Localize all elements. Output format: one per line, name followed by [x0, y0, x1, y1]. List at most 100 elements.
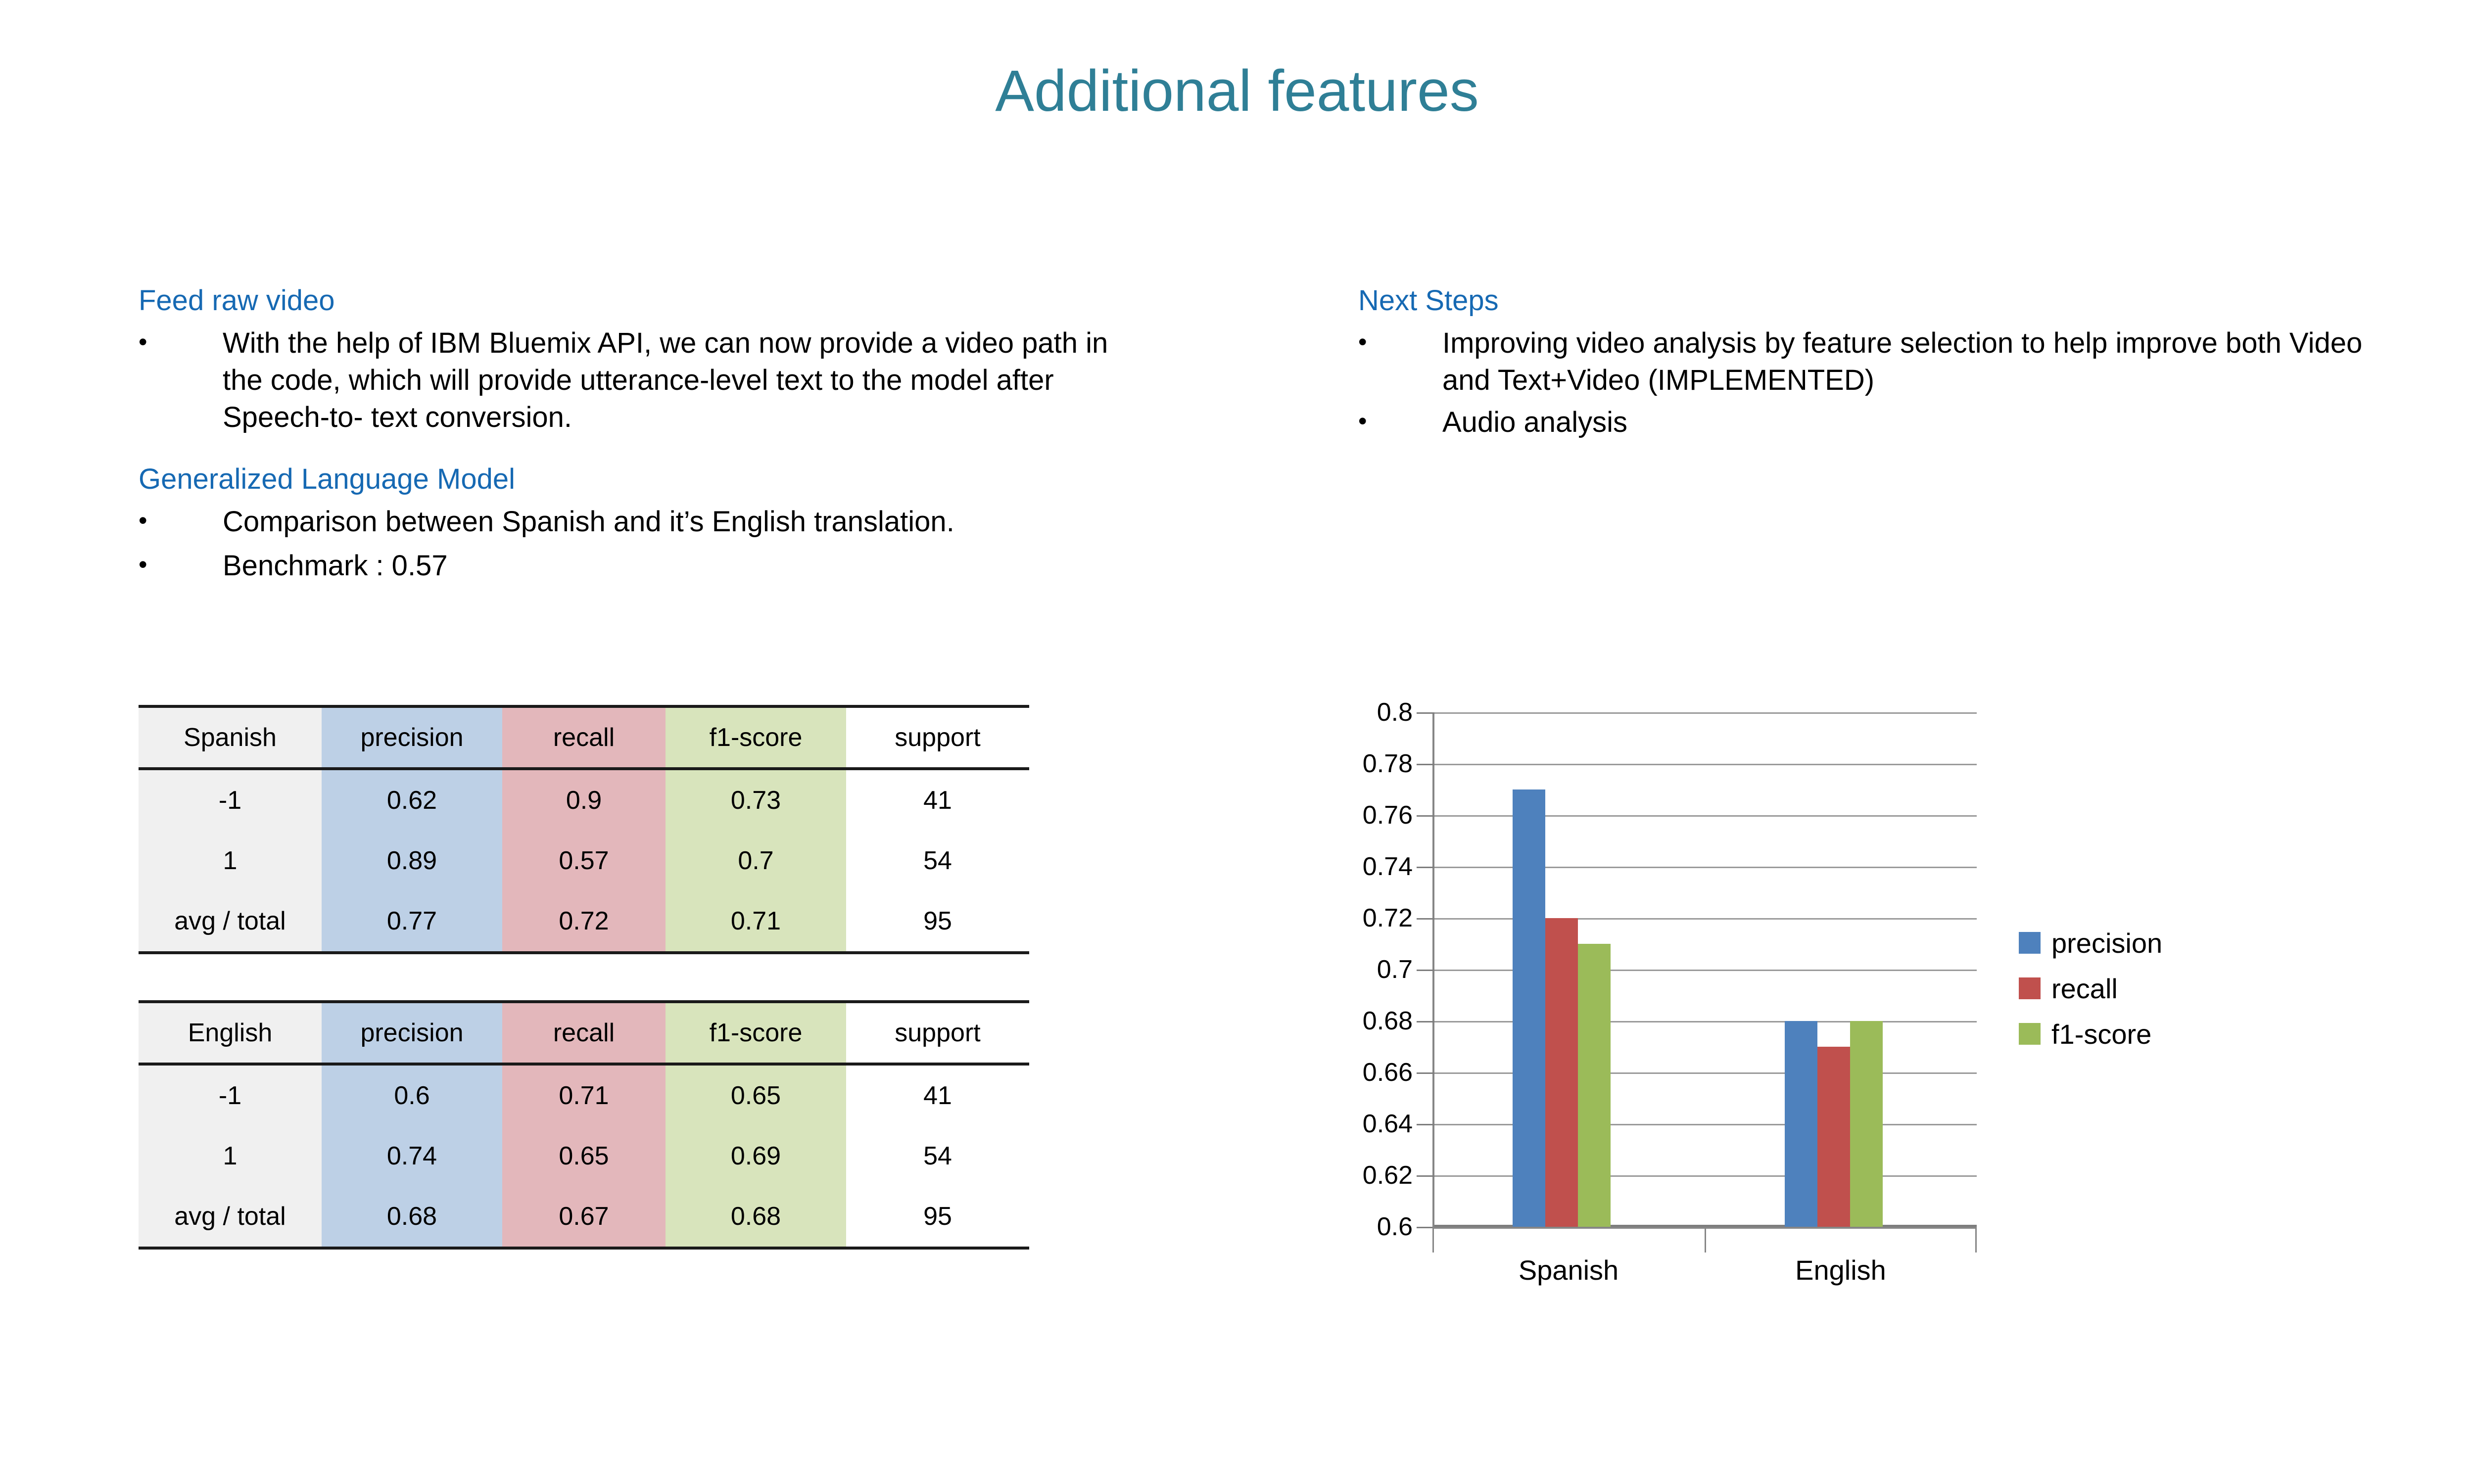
list-item: • Benchmark : 0.57: [139, 547, 1143, 584]
cell-support: 41: [846, 769, 1029, 831]
cell-precision: 0.89: [322, 831, 502, 891]
gridline: [1434, 867, 1977, 868]
column-header-f1-score: f1-score: [666, 705, 846, 770]
cell-label: -1: [139, 1064, 322, 1126]
bar-group-spanish: [1513, 712, 1611, 1227]
bar-recall-english: [1817, 1047, 1850, 1227]
spanish-report-table: Spanish precision recall f1-score suppor…: [139, 705, 1029, 954]
cell-recall: 0.72: [502, 891, 666, 954]
cell-precision: 0.77: [322, 891, 502, 954]
bar-precision-spanish: [1513, 789, 1545, 1227]
legend-swatch-icon: [2019, 977, 2041, 999]
table-header-row: English precision recall f1-score suppor…: [139, 1000, 1029, 1066]
list-item: • Audio analysis: [1358, 404, 2363, 441]
table-row: avg / total 0.77 0.72 0.71 95: [139, 891, 1029, 954]
y-axis-tick-label: 0.8: [1377, 698, 1413, 727]
column-header-f1-score: f1-score: [666, 1000, 846, 1066]
list-item-text: Comparison between Spanish and it’s Engl…: [223, 505, 954, 538]
table-row: -1 0.62 0.9 0.73 41: [139, 769, 1029, 831]
bar-f1-score-spanish: [1578, 944, 1611, 1227]
cell-recall: 0.67: [502, 1186, 666, 1250]
y-axis-tick-label: 0.62: [1362, 1161, 1413, 1190]
right-content-column: Next Steps • Improving video analysis by…: [1358, 284, 2363, 441]
bullet-icon: •: [139, 550, 147, 578]
cell-support: 54: [846, 831, 1029, 891]
cell-precision: 0.6: [322, 1064, 502, 1126]
gridline: [1434, 918, 1977, 920]
y-axis-tick-mark: [1417, 1175, 1434, 1177]
bullet-icon: •: [1358, 407, 1367, 435]
cell-support: 95: [846, 1186, 1029, 1250]
section-next-steps: Next Steps • Improving video analysis by…: [1358, 284, 2363, 441]
y-axis-tick-mark: [1417, 1227, 1434, 1228]
cell-f1-score: 0.7: [666, 831, 846, 891]
column-header-precision: precision: [322, 1000, 502, 1066]
legend-item-recall: recall: [2019, 966, 2162, 1011]
cell-f1-score: 0.65: [666, 1064, 846, 1126]
list-item-text: Benchmark : 0.57: [223, 549, 448, 582]
column-header-label: Spanish: [139, 705, 322, 770]
cell-f1-score: 0.68: [666, 1186, 846, 1250]
y-axis-tick-labels: 0.8 0.78 0.76 0.74 0.72 0.7 0.68 0.66 0.64 0.62 0.…: [1311, 698, 1413, 1241]
y-axis-tick-mark: [1417, 815, 1434, 817]
plot-area: [1417, 712, 1977, 1228]
table-row: 1 0.89 0.57 0.7 54: [139, 831, 1029, 891]
section-heading-feed-raw-video: Feed raw video: [139, 284, 335, 317]
cell-support: 54: [846, 1126, 1029, 1186]
spanish-report-table-wrapper: Spanish precision recall f1-score suppor…: [139, 705, 1029, 954]
page-title: Additional features: [995, 58, 1479, 124]
list-item: • With the help of IBM Bluemix API, we c…: [139, 325, 1143, 436]
y-axis-tick-mark: [1417, 764, 1434, 765]
x-axis-tick-mark: [1705, 1229, 1706, 1252]
y-axis-tick-label: 0.64: [1362, 1110, 1413, 1138]
x-axis-tick-label: English: [1795, 1254, 1886, 1286]
gridline: [1434, 764, 1977, 765]
legend-item-f1-score: f1-score: [2019, 1011, 2162, 1057]
x-axis-tick-mark: [1975, 1229, 1977, 1252]
gridline: [1434, 1072, 1977, 1074]
legend-swatch-icon: [2019, 1023, 2041, 1045]
y-axis-tick-label: 0.72: [1362, 904, 1413, 932]
x-axis: [1432, 1227, 1977, 1252]
legend-label: recall: [2051, 973, 2118, 1004]
bar-precision-english: [1785, 1021, 1817, 1227]
cell-label: -1: [139, 769, 322, 831]
cell-recall: 0.71: [502, 1064, 666, 1126]
x-axis-tick-mark: [1432, 1229, 1434, 1252]
bar-recall-spanish: [1545, 918, 1578, 1227]
english-report-table-wrapper: English precision recall f1-score suppor…: [139, 1000, 1029, 1250]
list-item: • Comparison between Spanish and it’s En…: [139, 503, 1143, 540]
cell-recall: 0.65: [502, 1126, 666, 1186]
english-report-table: English precision recall f1-score suppor…: [139, 1000, 1029, 1250]
section-heading-generalized-language-model: Generalized Language Model: [139, 463, 515, 495]
table-row: 1 0.74 0.65 0.69 54: [139, 1126, 1029, 1186]
left-content-column: Feed raw video • With the help of IBM Bl…: [139, 284, 1143, 584]
legend-swatch-icon: [2019, 932, 2041, 954]
cell-f1-score: 0.73: [666, 769, 846, 831]
chart-legend: precision recall f1-score: [2019, 920, 2162, 1057]
table-row: avg / total 0.68 0.67 0.68 95: [139, 1186, 1029, 1250]
section-feed-raw-video: Feed raw video • With the help of IBM Bl…: [139, 284, 1143, 436]
list-item-text: Audio analysis: [1442, 406, 1627, 439]
y-axis-tick-mark: [1417, 867, 1434, 868]
table-head: Spanish precision recall f1-score suppor…: [139, 705, 1029, 770]
column-header-precision: precision: [322, 705, 502, 770]
gridline: [1434, 815, 1977, 817]
y-axis-tick-mark: [1417, 712, 1434, 714]
plot-baseline: [1434, 1225, 1977, 1227]
cell-support: 41: [846, 1064, 1029, 1126]
cell-precision: 0.68: [322, 1186, 502, 1250]
bullet-icon: •: [139, 327, 147, 356]
column-header-support: support: [846, 1000, 1029, 1066]
legend-label: precision: [2051, 927, 2163, 959]
y-axis-tick-label: 0.76: [1362, 801, 1413, 830]
gridline: [1434, 1175, 1977, 1177]
cell-recall: 0.9: [502, 769, 666, 831]
y-axis-tick-mark: [1417, 1072, 1434, 1074]
cell-precision: 0.62: [322, 769, 502, 831]
y-axis-tick-label: 0.66: [1362, 1058, 1413, 1087]
cell-recall: 0.57: [502, 831, 666, 891]
gridline: [1434, 712, 1977, 714]
x-axis-tick-label: Spanish: [1518, 1254, 1619, 1286]
y-axis-tick-label: 0.78: [1362, 749, 1413, 778]
